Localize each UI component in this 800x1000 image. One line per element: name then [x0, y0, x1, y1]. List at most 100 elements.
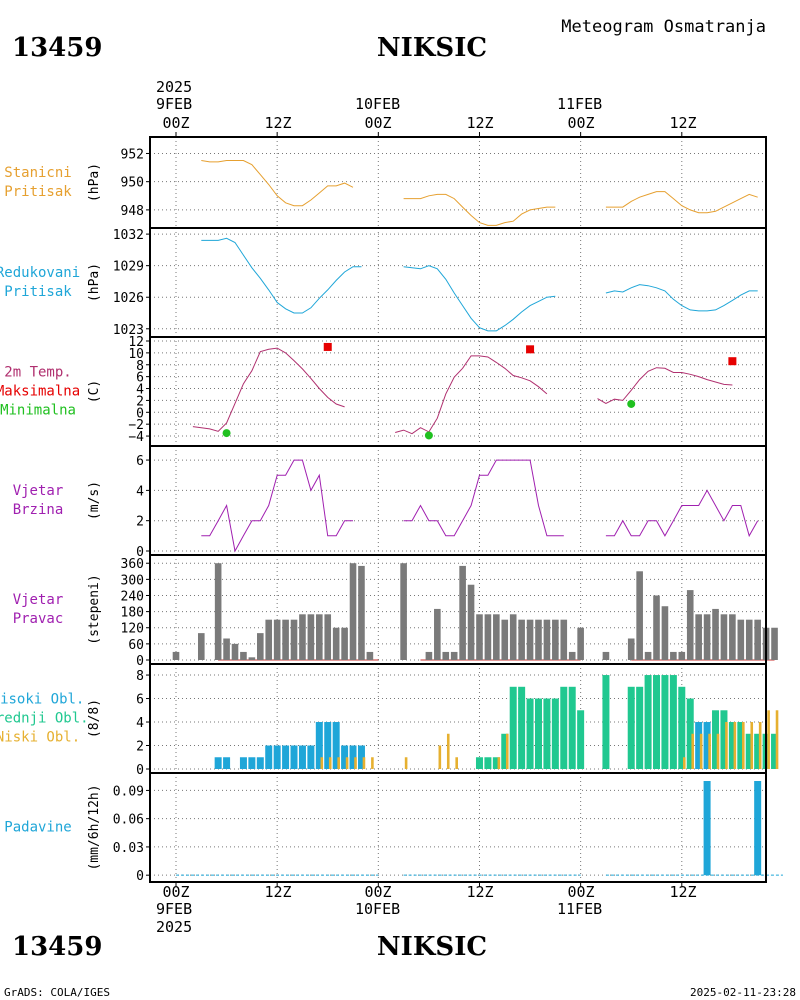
unit-label: (hPa) — [87, 163, 102, 202]
bar-wind-direction — [240, 651, 247, 660]
panel-label-line: Pravac — [13, 611, 64, 627]
bar-low-cloud — [725, 722, 728, 769]
tmax-marker — [728, 357, 737, 366]
y-tick-label: 1026 — [113, 291, 144, 306]
bar-mid-cloud — [509, 686, 517, 769]
bar-wind-direction — [678, 651, 686, 660]
generation-timestamp: 2025-02-11-23:28 — [690, 986, 796, 999]
bar-low-cloud — [750, 722, 754, 769]
unit-label: (stepeni) — [87, 574, 102, 644]
day-label-11feb-top: 11FEB — [557, 95, 602, 113]
panel-label-line: Stanicni — [4, 165, 71, 181]
panel-wind-speed: 0 2 4 6 (m/s) Vjetar Brzina — [13, 445, 767, 560]
bar-low-cloud — [455, 757, 458, 769]
bar-mid-cloud — [577, 710, 585, 769]
station-id-bottom: 13459 — [12, 932, 102, 962]
bar-low-cloud — [354, 757, 357, 769]
bar-mid-cloud — [560, 686, 568, 769]
bar-low-cloud — [716, 733, 720, 769]
series-line-reduced-pressure — [201, 237, 362, 314]
time-axis-bottom: 00Z 12Z 00Z 12Z 00Z 12Z 9FEB 10FEB 11FEB… — [156, 883, 697, 936]
bar-wind-direction — [467, 584, 475, 660]
y-tick-label: 60 — [128, 638, 144, 653]
y-tick-label: 12 — [128, 335, 144, 350]
y-tick-label: 950 — [121, 176, 144, 191]
tmin-marker — [222, 429, 231, 438]
bar-mid-cloud — [737, 722, 745, 769]
y-tick-label: 6 — [136, 454, 144, 469]
bar-low-cloud — [699, 733, 703, 769]
bar-wind-direction — [484, 614, 492, 660]
bar-low-cloud — [438, 745, 442, 769]
panel-label-line: Pritisak — [4, 284, 72, 300]
y-tick-label: 1029 — [113, 260, 144, 275]
series-line-temperature — [192, 347, 345, 432]
bar-wind-direction — [273, 619, 281, 660]
bar-wind-direction — [627, 638, 635, 660]
year-label-top: 2025 — [156, 78, 192, 96]
panel-precipitation: 0 0.03 0.06 0.09 (mm/6h/12h) Padavine — [4, 772, 783, 884]
panel-cloud-cover: 0 2 4 6 8 (8/8)Visoki Obl. Srednji Obl. Niski O… — [0, 663, 779, 778]
bar-wind-direction — [729, 614, 736, 660]
bar-wind-direction — [172, 651, 180, 660]
time-axis-top: 2025 9FEB 10FEB 11FEB 00Z 12Z 00Z 12Z 00… — [156, 78, 697, 132]
series-line-station-pressure — [403, 193, 556, 226]
bar-wind-direction — [703, 614, 711, 660]
bar-mid-cloud — [644, 675, 652, 769]
bar-wind-direction — [197, 633, 205, 660]
bar-mid-cloud — [492, 757, 500, 769]
bar-low-cloud — [683, 757, 686, 769]
bar-mid-cloud — [475, 757, 483, 769]
bar-high-cloud — [357, 745, 365, 769]
bar-mid-cloud — [745, 733, 753, 769]
y-tick-label: 4 — [136, 383, 144, 398]
panel-frame — [149, 554, 767, 665]
bar-wind-direction — [332, 627, 340, 660]
bar-wind-direction — [636, 571, 643, 660]
y-tick-label: 0 — [136, 869, 144, 884]
unit-label: (mm/6h/12h) — [87, 784, 102, 870]
y-tick-label: 2 — [136, 740, 144, 755]
bar-wind-direction — [661, 606, 669, 660]
bar-high-cloud — [315, 722, 323, 769]
bar-mid-cloud — [518, 686, 526, 769]
bar-low-cloud — [328, 757, 332, 769]
bar-low-cloud — [742, 722, 745, 769]
bar-high-cloud — [273, 745, 281, 769]
tick-label-bottom-00z-2: 00Z — [364, 883, 391, 901]
bar-wind-direction — [476, 614, 483, 660]
bar-mid-cloud — [526, 698, 534, 769]
bar-wind-direction — [307, 614, 315, 660]
bar-low-cloud — [733, 722, 737, 769]
bar-low-cloud — [404, 757, 408, 769]
bar-wind-direction — [442, 651, 450, 660]
bar-high-cloud — [703, 722, 711, 769]
bar-wind-direction — [257, 633, 264, 660]
bar-mid-cloud — [501, 733, 509, 769]
bar-high-cloud — [695, 722, 703, 769]
panel-label-line: Maksimalna — [0, 384, 80, 400]
bar-wind-direction — [299, 614, 306, 660]
bar-high-cloud — [248, 757, 256, 769]
panel-label-line: Minimalna — [0, 403, 76, 419]
bar-high-cloud — [239, 757, 247, 769]
bar-wind-direction — [316, 614, 323, 660]
bar-wind-direction — [282, 619, 289, 660]
tick-label-top-12z-2: 12Z — [466, 114, 493, 132]
bar-low-cloud — [775, 710, 779, 769]
y-tick-label: 0 — [136, 406, 144, 421]
bar-high-cloud — [341, 745, 349, 769]
unit-label: (m/s) — [87, 481, 102, 520]
unit-label: (C) — [87, 380, 102, 403]
y-tick-label: −4 — [128, 430, 144, 445]
bar-wind-direction — [425, 651, 433, 660]
bar-wind-direction — [552, 619, 559, 660]
tick-label-bottom-12z-2: 12Z — [466, 883, 493, 901]
tmax-marker — [526, 345, 535, 354]
bar-low-cloud — [362, 757, 366, 769]
y-tick-label: 8 — [136, 669, 144, 684]
y-tick-label: 0 — [136, 763, 144, 778]
bar-wind-direction — [568, 651, 576, 660]
unit-label: (8/8) — [87, 699, 102, 738]
